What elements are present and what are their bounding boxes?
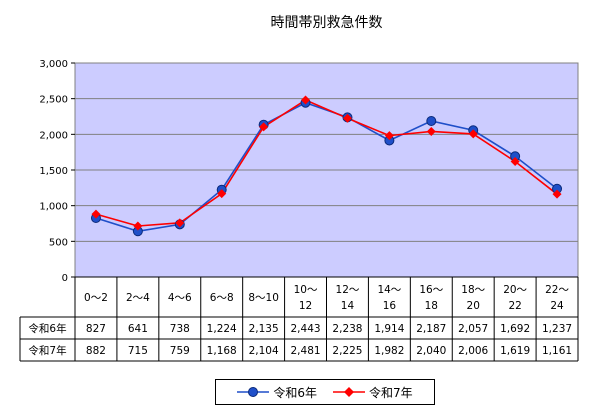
series-2-point-1 <box>133 221 143 231</box>
series-2-point-4 <box>259 122 269 132</box>
x-tick-label-10-line-2: 22 <box>508 300 521 312</box>
x-tick-label-9-line-1: 18～ <box>461 284 485 296</box>
table-cell-series-1-1: 641 <box>128 323 148 335</box>
table-cell-series-2-1: 715 <box>128 345 148 357</box>
table-cell-series-2-7: 1,982 <box>374 345 404 357</box>
x-tick-label-4: 8～10 <box>248 292 279 304</box>
series-2-point-3 <box>217 189 227 199</box>
series-2-point-5 <box>301 95 311 105</box>
series-2-point-8 <box>426 126 436 136</box>
series-2-point-10 <box>510 157 520 167</box>
table-cell-series-1-11: 1,237 <box>542 323 572 335</box>
table-cell-series-1-7: 1,914 <box>374 323 404 335</box>
table-cell-series-2-11: 1,161 <box>542 345 572 357</box>
legend-marker-diamond-icon <box>333 387 365 397</box>
series-2-point-6 <box>342 113 352 123</box>
x-tick-label-1: 2～4 <box>126 292 150 304</box>
x-tick-label-5-line-1: 10～ <box>294 284 318 296</box>
x-tick-label-2: 4～6 <box>168 292 192 304</box>
y-tick-label-1000: 1,000 <box>39 202 68 213</box>
table-cell-series-2-10: 1,619 <box>500 345 530 357</box>
legend-label-series-2: 令和7年 <box>369 385 413 400</box>
y-tick-label-3000: 3,000 <box>39 59 68 70</box>
table-cell-series-2-2: 759 <box>170 345 190 357</box>
table-cell-series-2-5: 2,481 <box>291 345 321 357</box>
series-2-point-0 <box>91 209 101 219</box>
table-cell-series-1-5: 2,443 <box>291 323 321 335</box>
table-cell-series-2-8: 2,040 <box>416 345 446 357</box>
table-cell-series-1-10: 1,692 <box>500 323 530 335</box>
x-tick-label-8-line-1: 16～ <box>419 284 443 296</box>
x-tick-label-6-line-2: 14 <box>341 300 355 312</box>
legend-marker-circle-icon <box>237 387 270 397</box>
series-line-2 <box>95 99 558 227</box>
y-tick-label-2000: 2,000 <box>39 130 68 141</box>
x-tick-label-3: 6～8 <box>210 292 234 304</box>
table-cell-series-1-6: 2,238 <box>332 323 362 335</box>
table-cell-series-1-0: 827 <box>86 323 106 335</box>
x-tick-label-11-line-2: 24 <box>550 300 564 312</box>
series-2-point-7 <box>384 131 394 141</box>
table-cell-series-2-3: 1,168 <box>207 345 237 357</box>
x-tick-label-11-line-1: 22～ <box>545 284 569 296</box>
x-tick-label-7-line-1: 14～ <box>377 284 401 296</box>
table-cell-series-1-9: 2,057 <box>458 323 488 335</box>
table-cell-series-1-2: 738 <box>170 323 190 335</box>
y-tick-label-500: 500 <box>49 237 68 248</box>
table-cell-series-2-0: 882 <box>86 345 106 357</box>
table-cell-series-1-4: 2,135 <box>249 323 279 335</box>
x-tick-label-6-line-1: 12～ <box>336 284 360 296</box>
legend: 令和6年 令和7年 <box>215 379 435 405</box>
table-cell-series-1-8: 2,187 <box>416 323 446 335</box>
table-cell-series-2-6: 2,225 <box>332 345 362 357</box>
x-tick-label-8-line-2: 18 <box>425 300 438 312</box>
table-row-label-series-2: 令和7年 <box>28 344 66 357</box>
x-tick-label-5-line-2: 12 <box>299 300 312 312</box>
series-line-1 <box>95 101 558 233</box>
series-2-point-9 <box>468 129 478 139</box>
series-1-point-8 <box>426 115 437 126</box>
table-cell-series-1-3: 1,224 <box>207 323 237 335</box>
y-tick-label-0: 0 <box>62 273 68 284</box>
series-2-point-2 <box>175 218 185 228</box>
x-tick-label-0: 0～2 <box>84 292 108 304</box>
legend-item-series-1: 令和6年 <box>237 384 317 401</box>
x-tick-label-10-line-1: 20～ <box>503 284 527 296</box>
table-cell-series-2-9: 2,006 <box>458 345 488 357</box>
table-row-label-series-1: 令和6年 <box>28 322 66 335</box>
legend-label-series-1: 令和6年 <box>273 385 317 400</box>
legend-item-series-2: 令和7年 <box>333 384 413 401</box>
y-tick-label-1500: 1,500 <box>39 166 68 177</box>
chart-title: 時間帯別救急件数 <box>271 15 383 31</box>
table-cell-series-2-4: 2,104 <box>249 345 279 357</box>
series-2-point-11 <box>552 189 562 199</box>
x-tick-label-9-line-2: 20 <box>467 300 480 312</box>
x-tick-label-7-line-2: 16 <box>383 300 397 312</box>
y-tick-label-2500: 2,500 <box>39 95 68 106</box>
